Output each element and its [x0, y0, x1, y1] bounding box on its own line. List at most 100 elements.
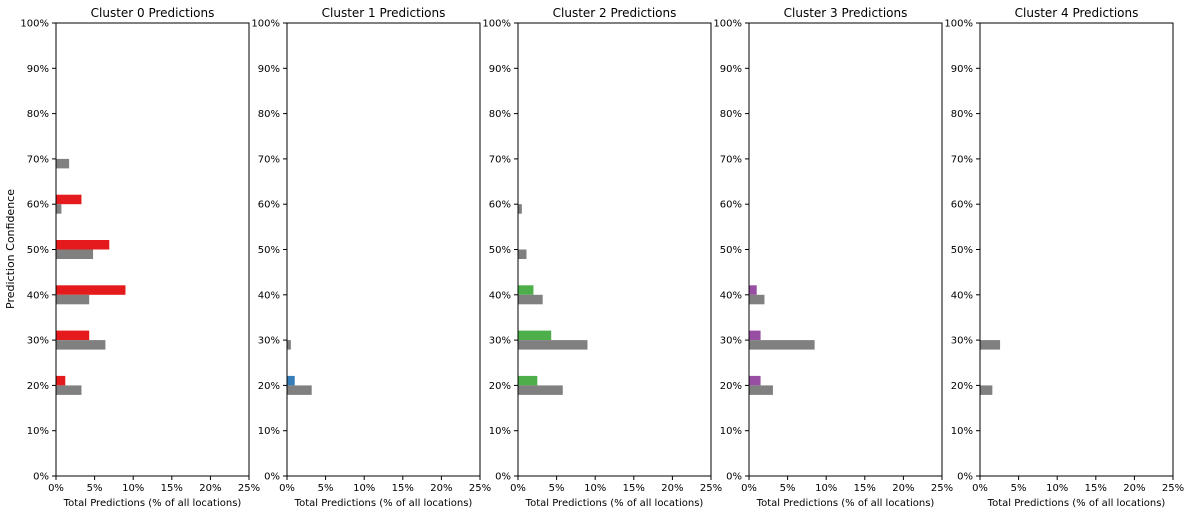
y-tick-label: 60%: [951, 200, 973, 211]
y-tick-label: 100%: [20, 19, 49, 30]
chart-panel-2: 0% 10% 20% 30% 40% 50% 60% 70% 80% 90% 100% 0% 5% 10%…: [482, 6, 722, 509]
chart-title: Cluster 0 Predictions: [91, 6, 215, 20]
y-tick-label: 100%: [251, 19, 280, 30]
bar-series-0-cat-40: [56, 285, 126, 295]
x-axis-label: Total Predictions (% of all locations): [63, 498, 242, 509]
y-tick-label: 20%: [489, 381, 511, 392]
y-tick-label: 80%: [27, 109, 49, 120]
x-tick-label: 5%: [549, 483, 565, 494]
y-tick-label: 60%: [27, 200, 49, 211]
x-tick-label: 20%: [892, 483, 914, 494]
x-tick-label: 15%: [392, 483, 414, 494]
y-tick-label: 10%: [27, 426, 49, 437]
bar-series-1-cat-20: [56, 385, 82, 395]
y-tick-label: 10%: [951, 426, 973, 437]
bar-series-1-cat-20: [980, 385, 993, 395]
chart-panel-4: 0% 10% 20% 30% 40% 50% 60% 70% 80% 90% 100% 0% 5% 10%…: [944, 6, 1184, 509]
bar-series-1-cat-30: [287, 340, 291, 350]
y-tick-label: 30%: [951, 336, 973, 347]
bar-series-1-cat-30: [518, 340, 588, 350]
y-tick-label: 70%: [951, 154, 973, 165]
y-tick-label: 50%: [27, 245, 49, 256]
bar-series-1-cat-60: [518, 204, 522, 214]
y-tick-label: 80%: [720, 109, 742, 120]
y-tick-label: 100%: [713, 19, 742, 30]
x-tick-label: 20%: [430, 483, 452, 494]
chart-panel-1: 0% 10% 20% 30% 40% 50% 60% 70% 80% 90% 100% 0% 5% 10%…: [251, 6, 491, 509]
bar-series-1-cat-30: [56, 340, 106, 350]
y-tick-label: 50%: [489, 245, 511, 256]
y-tick-label: 90%: [258, 64, 280, 75]
chart-title: Cluster 4 Predictions: [1015, 6, 1139, 20]
x-tick-label: 15%: [623, 483, 645, 494]
x-tick-label: 0%: [972, 483, 988, 494]
x-axis-label: Total Predictions (% of all locations): [294, 498, 473, 509]
y-tick-label: 20%: [951, 381, 973, 392]
chart-title: Cluster 2 Predictions: [553, 6, 677, 20]
bar-series-0-cat-20: [518, 375, 538, 386]
bar-series-1-cat-40: [749, 294, 765, 305]
y-tick-label: 20%: [720, 381, 742, 392]
x-tick-label: 5%: [780, 483, 796, 494]
x-tick-label: 20%: [199, 483, 221, 494]
x-tick-label: 10%: [584, 483, 606, 494]
x-tick-label: 25%: [238, 483, 260, 494]
y-tick-label: 60%: [489, 200, 511, 211]
y-tick-label: 90%: [489, 64, 511, 75]
x-tick-label: 5%: [1011, 483, 1027, 494]
x-tick-label: 0%: [48, 483, 64, 494]
x-tick-label: 15%: [161, 483, 183, 494]
y-tick-label: 90%: [951, 64, 973, 75]
bar-series-1-cat-30: [749, 340, 815, 350]
y-tick-label: 100%: [482, 19, 511, 30]
bar-series-0-cat-20: [56, 375, 66, 386]
y-tick-label: 40%: [27, 290, 49, 301]
y-tick-label: 0%: [957, 472, 973, 483]
plot-frame: [286, 22, 481, 477]
y-tick-label: 70%: [720, 154, 742, 165]
bar-series-1-cat-40: [518, 294, 543, 305]
bar-series-0-cat-40: [749, 285, 757, 295]
y-tick-label: 90%: [27, 64, 49, 75]
bar-series-1-cat-20: [749, 385, 773, 395]
y-tick-label: 70%: [27, 154, 49, 165]
y-tick-label: 80%: [489, 109, 511, 120]
bar-series-1-cat-40: [56, 294, 90, 305]
x-tick-label: 10%: [815, 483, 837, 494]
plot-frame: [979, 22, 1174, 477]
bar-series-0-cat-60: [56, 194, 82, 205]
y-tick-label: 70%: [258, 154, 280, 165]
y-tick-label: 30%: [258, 336, 280, 347]
bar-series-0-cat-50: [56, 240, 110, 250]
y-tick-label: 40%: [951, 290, 973, 301]
shared-y-axis-label: Prediction Confidence: [4, 189, 17, 309]
y-tick-label: 30%: [27, 336, 49, 347]
y-tick-label: 10%: [258, 426, 280, 437]
x-tick-label: 10%: [353, 483, 375, 494]
chart-panel-3: 0% 10% 20% 30% 40% 50% 60% 70% 80% 90% 100% 0% 5% 10%…: [713, 6, 953, 509]
bar-series-0-cat-30: [749, 330, 761, 341]
x-tick-label: 10%: [1046, 483, 1068, 494]
bar-series-0-cat-20: [749, 375, 761, 386]
y-tick-label: 20%: [27, 381, 49, 392]
x-tick-label: 5%: [318, 483, 334, 494]
y-tick-label: 0%: [264, 472, 280, 483]
x-tick-label: 15%: [1085, 483, 1107, 494]
y-tick-label: 20%: [258, 381, 280, 392]
y-tick-label: 50%: [258, 245, 280, 256]
bar-series-0-cat-30: [56, 330, 90, 341]
plot-frame: [517, 22, 712, 477]
x-tick-label: 20%: [661, 483, 683, 494]
y-tick-label: 50%: [951, 245, 973, 256]
y-tick-label: 50%: [720, 245, 742, 256]
chart-title: Cluster 3 Predictions: [784, 6, 908, 20]
x-tick-label: 20%: [1123, 483, 1145, 494]
bar-series-1-cat-20: [287, 385, 312, 395]
y-tick-label: 60%: [720, 200, 742, 211]
x-tick-label: 25%: [931, 483, 953, 494]
y-tick-label: 0%: [495, 472, 511, 483]
y-tick-label: 70%: [489, 154, 511, 165]
y-tick-label: 30%: [720, 336, 742, 347]
x-axis-label: Total Predictions (% of all locations): [756, 498, 935, 509]
